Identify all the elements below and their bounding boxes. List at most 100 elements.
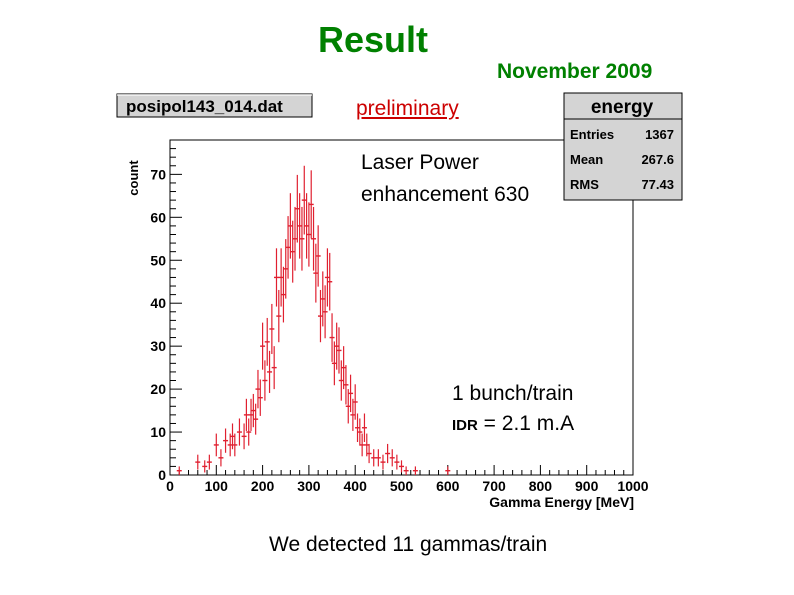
plot-frame (169, 139, 634, 476)
x-tick-label: 1000 (617, 478, 648, 494)
data-point (371, 449, 377, 467)
data-point (269, 303, 275, 355)
data-point (327, 252, 333, 311)
y-tick-label: 20 (150, 381, 166, 397)
data-point (246, 418, 252, 446)
data-point (292, 206, 298, 271)
x-axis-label: Gamma Energy [MeV] (489, 494, 634, 510)
x-tick-label: 300 (297, 478, 321, 494)
data-point (313, 243, 319, 303)
bunch-train-label: 1 bunch/train (452, 382, 574, 405)
data-point (227, 433, 233, 457)
data-point (324, 248, 330, 307)
laser-enhancement-label: enhancement 630 (361, 183, 530, 206)
data-point (331, 341, 337, 386)
data-point (306, 202, 312, 267)
data-point (241, 423, 247, 450)
data-point (394, 454, 400, 470)
idr-value: = 2.1 m.A (477, 412, 575, 435)
data-point (213, 433, 219, 457)
x-tick-label: 100 (205, 478, 229, 494)
y-tick-label: 70 (150, 166, 166, 182)
data-point (308, 170, 314, 239)
laser-power-label: Laser Power (361, 151, 479, 174)
data-point (299, 206, 305, 271)
data-point (357, 418, 363, 446)
y-tick-label: 50 (150, 252, 166, 268)
data-point (276, 289, 282, 343)
data-point (403, 466, 409, 475)
x-tick-label: 700 (482, 478, 506, 494)
data-point (345, 389, 351, 424)
axes: 0 100 200 300 400 500 600 700 800 900 1000 0 10 20 30 4… (150, 148, 649, 494)
data-point (352, 384, 358, 420)
x-tick-label: 500 (390, 478, 414, 494)
chart-title-box: posipol143_014.dat (116, 93, 313, 118)
data-point (315, 225, 321, 287)
data-point (218, 449, 224, 467)
data-point (248, 398, 254, 431)
data-point (334, 322, 340, 370)
data-point (343, 365, 349, 405)
y-tick-label: 60 (150, 209, 166, 225)
footer-text: We detected 11 gammas/train (269, 533, 548, 556)
data-point (336, 327, 342, 374)
slide-title: Result (318, 19, 429, 60)
data-point (375, 449, 381, 467)
data-point (364, 433, 370, 457)
data-point (271, 346, 277, 390)
data-point (320, 271, 326, 327)
data-point (322, 285, 328, 339)
y-tick-label: 30 (150, 338, 166, 354)
data-point (361, 413, 367, 443)
data-point (355, 413, 361, 443)
idr-symbol: IDR (452, 417, 478, 434)
data-point (260, 322, 266, 370)
data-point (290, 220, 296, 283)
data-point (280, 266, 286, 323)
data-point (389, 449, 395, 467)
data-point (380, 454, 386, 470)
x-tick-label: 0 (166, 478, 174, 494)
stats-label-entries: Entries (570, 127, 614, 142)
data-point (385, 443, 391, 464)
data-point (262, 360, 268, 401)
x-tick-label: 900 (575, 478, 599, 494)
data-point (223, 428, 229, 453)
x-tick-label: 800 (529, 478, 553, 494)
slide-date: November 2009 (497, 60, 653, 83)
data-point (350, 398, 356, 431)
data-point (412, 466, 418, 475)
data-points (176, 165, 451, 475)
data-point (294, 174, 300, 243)
y-axis-label: count (126, 160, 141, 196)
chart-title: posipol143_014.dat (126, 97, 283, 116)
data-point (297, 193, 303, 259)
stats-name: energy (591, 97, 654, 118)
data-point (329, 313, 335, 362)
data-point (301, 165, 307, 235)
data-point (176, 466, 182, 475)
data-point (253, 403, 259, 435)
stats-value-entries: 1367 (645, 127, 674, 142)
data-point (287, 193, 293, 259)
data-point (341, 346, 347, 390)
data-point (273, 248, 279, 307)
stats-value-rms: 77.43 (641, 177, 674, 192)
data-point (399, 460, 404, 473)
data-point (278, 248, 284, 307)
x-tick-label: 600 (436, 478, 460, 494)
data-point (366, 443, 372, 464)
idr-label: IDR = 2.1 m.A (452, 411, 574, 439)
stats-label-mean: Mean (570, 152, 603, 167)
data-point (202, 460, 208, 473)
data-point (311, 206, 317, 271)
data-point (359, 433, 365, 457)
data-point (250, 393, 256, 428)
x-tick-label: 200 (251, 478, 275, 494)
data-point (232, 433, 238, 457)
stats-box: energy Entries 1367 Mean 267.6 RMS 77.43 (563, 92, 683, 201)
data-point (206, 454, 212, 470)
y-tick-label: 10 (150, 424, 166, 440)
preliminary-label: preliminary (356, 97, 459, 120)
